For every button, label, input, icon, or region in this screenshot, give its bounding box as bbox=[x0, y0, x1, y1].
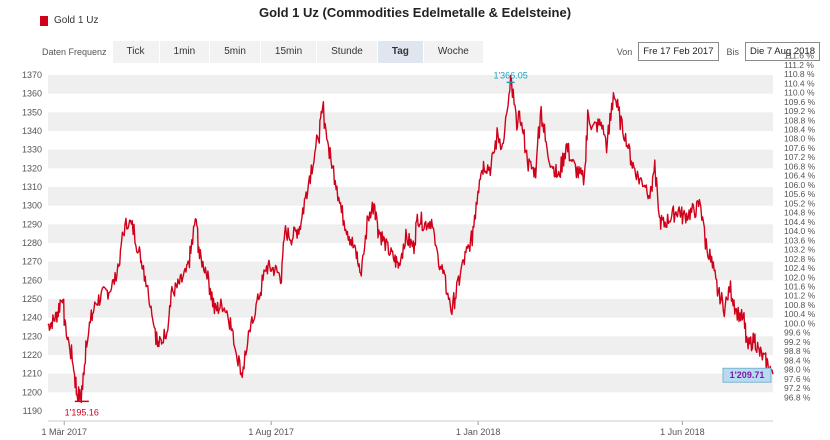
y2-tick-label: 102.8 % bbox=[784, 254, 816, 264]
y-tick-label: 1330 bbox=[22, 145, 42, 155]
y2-tick-label: 111.6 % bbox=[784, 51, 814, 61]
y2-tick-label: 104.0 % bbox=[784, 226, 816, 236]
y2-tick-label: 101.2 % bbox=[784, 291, 816, 301]
frequency-toolbar: Daten Frequenz Tick 1min 5min 15min Stun… bbox=[42, 41, 484, 63]
y2-tick-label: 98.8 % bbox=[784, 346, 811, 356]
x-tick-label: 1 Aug 2017 bbox=[248, 427, 294, 437]
grid-band bbox=[48, 224, 773, 243]
frequency-tick-button[interactable]: Tick bbox=[112, 41, 160, 63]
grid-band bbox=[48, 75, 773, 94]
grid-band bbox=[48, 336, 773, 355]
y2-tick-label: 101.6 % bbox=[784, 282, 816, 292]
y2-tick-label: 102.4 % bbox=[784, 263, 816, 273]
frequency-label: Daten Frequenz bbox=[42, 47, 107, 57]
grid-band bbox=[48, 261, 773, 281]
y2-tick-label: 99.6 % bbox=[784, 328, 811, 338]
y-tick-label: 1270 bbox=[22, 257, 42, 267]
y-tick-label: 1340 bbox=[22, 126, 42, 136]
y2-tick-label: 106.8 % bbox=[784, 161, 816, 171]
chart-title: Gold 1 Uz (Commodities Edelmetalle & Ede… bbox=[258, 5, 572, 20]
y-tick-label: 1260 bbox=[22, 275, 42, 285]
to-date-field[interactable]: Die 7 Aug 2018 bbox=[745, 42, 820, 61]
to-label: Bis bbox=[726, 46, 740, 57]
frequency-day-button[interactable]: Tag bbox=[377, 41, 424, 63]
x-tick-label: 1 Jun 2018 bbox=[660, 427, 705, 437]
y-tick-label: 1320 bbox=[22, 163, 42, 173]
y-tick-label: 1240 bbox=[22, 313, 42, 323]
from-date-field[interactable]: Fre 17 Feb 2017 bbox=[638, 42, 719, 61]
frequency-hour-button[interactable]: Stunde bbox=[317, 41, 378, 63]
legend-label: Gold 1 Uz bbox=[54, 15, 99, 26]
y-tick-label: 1190 bbox=[23, 406, 42, 416]
last-value-label: 1'209.71 bbox=[730, 370, 765, 380]
y-tick-label: 1310 bbox=[22, 182, 42, 192]
y2-tick-label: 96.8 % bbox=[784, 392, 811, 402]
frequency-15min-button[interactable]: 15min bbox=[260, 41, 318, 63]
y2-tick-label: 100.4 % bbox=[784, 309, 816, 319]
y2-tick-label: 103.6 % bbox=[784, 235, 816, 245]
y2-tick-label: 108.8 % bbox=[784, 115, 816, 125]
y-tick-label: 1350 bbox=[22, 107, 42, 117]
min-value-label: 1'195.16 bbox=[65, 407, 99, 417]
series-line-gold bbox=[47, 74, 774, 404]
grid-band bbox=[48, 373, 773, 393]
y-tick-label: 1200 bbox=[22, 387, 42, 397]
y2-tick-label: 111.2 % bbox=[784, 60, 814, 70]
y2-tick-label: 106.0 % bbox=[784, 180, 816, 190]
y2-tick-label: 109.2 % bbox=[784, 106, 816, 116]
y2-tick-label: 99.2 % bbox=[784, 337, 811, 347]
date-range: Von Fre 17 Feb 2017 Bis Die 7 Aug 2018 bbox=[617, 42, 820, 61]
y2-tick-label: 108.0 % bbox=[784, 134, 816, 144]
y-tick-label: 1280 bbox=[22, 238, 42, 248]
frequency-5min-button[interactable]: 5min bbox=[210, 41, 261, 63]
y2-tick-label: 110.0 % bbox=[784, 88, 815, 98]
y-tick-label: 1210 bbox=[22, 369, 42, 379]
y2-tick-label: 106.4 % bbox=[784, 171, 816, 181]
y2-tick-label: 108.4 % bbox=[784, 125, 816, 135]
from-label: Von bbox=[616, 46, 633, 57]
y2-tick-label: 98.0 % bbox=[784, 365, 811, 375]
y2-tick-label: 109.6 % bbox=[784, 97, 816, 107]
y2-tick-label: 104.4 % bbox=[784, 217, 816, 227]
y2-tick-label: 105.2 % bbox=[784, 198, 816, 208]
y2-tick-label: 97.2 % bbox=[784, 383, 811, 393]
frequency-week-button[interactable]: Woche bbox=[423, 41, 484, 63]
grid-band bbox=[48, 299, 773, 318]
y2-tick-label: 107.6 % bbox=[784, 143, 816, 153]
legend[interactable]: Gold 1 Uz bbox=[40, 15, 98, 26]
y2-tick-label: 100.8 % bbox=[784, 300, 816, 310]
y-tick-label: 1300 bbox=[22, 201, 42, 211]
y2-tick-label: 102.0 % bbox=[784, 272, 816, 282]
grid-band bbox=[48, 187, 773, 206]
grid-band bbox=[48, 112, 773, 131]
y2-tick-label: 100.0 % bbox=[784, 318, 816, 328]
y2-tick-label: 98.4 % bbox=[784, 355, 811, 365]
y2-tick-label: 110.4 % bbox=[784, 78, 815, 88]
y-tick-label: 1250 bbox=[22, 294, 42, 304]
grid-band bbox=[48, 149, 773, 169]
y2-tick-label: 103.2 % bbox=[784, 245, 816, 255]
y2-tick-label: 107.2 % bbox=[784, 152, 816, 162]
frequency-1min-button[interactable]: 1min bbox=[159, 41, 211, 63]
y-tick-label: 1230 bbox=[22, 331, 42, 341]
legend-swatch bbox=[40, 15, 48, 26]
x-tick-label: 1 Jan 2018 bbox=[456, 427, 501, 437]
y2-tick-label: 97.6 % bbox=[784, 374, 811, 384]
x-tick-label: 1 Mär 2017 bbox=[41, 427, 87, 437]
y-tick-label: 1370 bbox=[22, 70, 42, 80]
y2-tick-label: 104.8 % bbox=[784, 208, 816, 218]
max-value-label: 1'366.05 bbox=[493, 70, 527, 80]
y2-tick-label: 105.6 % bbox=[784, 189, 816, 199]
y-tick-label: 1290 bbox=[22, 219, 42, 229]
last-value-box bbox=[722, 367, 772, 383]
y2-tick-label: 110.8 % bbox=[784, 69, 815, 79]
y-tick-label: 1360 bbox=[22, 89, 42, 99]
y-tick-label: 1220 bbox=[22, 350, 42, 360]
